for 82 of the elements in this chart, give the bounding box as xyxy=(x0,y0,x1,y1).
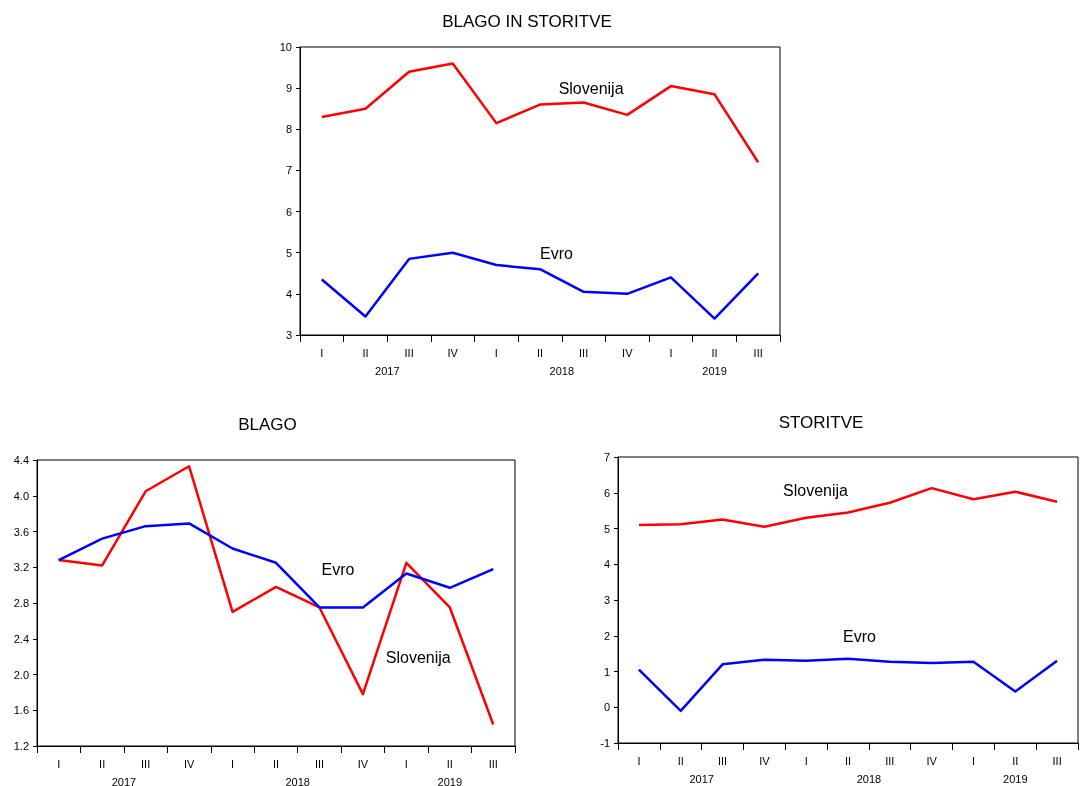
x-tick-label: II xyxy=(99,757,106,770)
x-tick-label: IV xyxy=(357,757,369,770)
text: 2018 xyxy=(856,772,882,785)
series-label: Evro xyxy=(540,244,573,262)
x-tick-label: I xyxy=(57,757,61,770)
x-tick-label: IV xyxy=(759,754,771,767)
y-tick-label: 7 xyxy=(603,451,610,463)
y-tick-label: 4 xyxy=(285,287,292,300)
text: 2017 xyxy=(689,772,714,785)
x-tick-label: II xyxy=(677,754,684,767)
y-tick-label: 8 xyxy=(285,123,292,136)
series-label: Slovenija xyxy=(558,80,624,98)
y-tick-label: 3.2 xyxy=(13,561,29,574)
x-tick-label: I xyxy=(404,757,408,770)
x-tick-label: II xyxy=(272,757,280,770)
chart-title: BLAGO xyxy=(238,415,297,434)
x-tick-label: III xyxy=(753,346,763,359)
x-tick-label: I xyxy=(320,346,324,359)
chart-title: BLAGO IN STORITVE xyxy=(442,12,612,31)
text: 2019 xyxy=(1003,772,1028,785)
x-tick-label: I xyxy=(637,754,641,767)
series-label: Evro xyxy=(843,628,876,646)
x-tick-label: II xyxy=(446,757,453,770)
x-tick-label: II xyxy=(362,346,369,359)
text: 2017 xyxy=(111,775,137,786)
y-tick-label: 9 xyxy=(285,82,292,95)
x-tick-label: III xyxy=(404,346,414,359)
x-tick-label: IV xyxy=(926,754,938,767)
x-tick-label: I xyxy=(971,754,975,767)
x-tick-label: III xyxy=(141,757,151,770)
x-tick-label: III xyxy=(579,346,589,359)
y-tick-label: 10 xyxy=(279,41,292,53)
x-tick-label: III xyxy=(314,757,325,770)
series-label: Slovenija xyxy=(783,481,849,499)
line-series xyxy=(57,465,495,726)
x-tick-label: II xyxy=(844,754,852,767)
text: 2017 xyxy=(375,364,400,377)
y-tick-label: 1 xyxy=(603,665,610,678)
line-series xyxy=(637,657,1059,713)
series-label: Evro xyxy=(321,560,355,578)
x-tick-label: IV xyxy=(447,346,459,359)
line-series xyxy=(320,62,760,164)
y-tick-label: 6 xyxy=(603,486,610,499)
y-tick-label: 5 xyxy=(285,246,292,259)
y-tick-label: 1.2 xyxy=(13,740,29,752)
y-tick-label: 1.6 xyxy=(13,704,29,717)
y-tick-label: 3 xyxy=(285,329,292,341)
text: 2019 xyxy=(437,775,463,786)
x-tick-label: III xyxy=(488,757,498,770)
series-label: Slovenija xyxy=(385,648,451,666)
x-tick-label: III xyxy=(885,754,895,767)
x-tick-label: II xyxy=(536,346,544,359)
y-tick-label: 3 xyxy=(603,594,610,606)
y-tick-label: 4 xyxy=(603,558,610,571)
x-tick-label: II xyxy=(711,346,718,359)
x-tick-label: IV xyxy=(183,757,195,770)
y-tick-label: 2 xyxy=(603,629,610,642)
text: 2019 xyxy=(702,364,727,377)
text: 2018 xyxy=(285,775,310,786)
x-tick-label: I xyxy=(494,346,498,359)
x-tick-label: I xyxy=(231,757,235,770)
y-tick-label: 2.4 xyxy=(13,632,29,645)
y-tick-label: -1 xyxy=(600,737,610,749)
x-tick-label: I xyxy=(669,346,673,359)
y-tick-label: 7 xyxy=(285,164,292,177)
y-tick-label: 6 xyxy=(285,205,292,218)
x-tick-label: II xyxy=(1012,754,1019,767)
y-tick-label: 2.0 xyxy=(13,668,29,681)
y-tick-label: 5 xyxy=(603,522,610,535)
x-tick-label: IV xyxy=(622,346,634,359)
chart-title: STORITVE xyxy=(778,413,864,432)
line-series xyxy=(637,486,1059,528)
y-tick-label: 3.6 xyxy=(13,525,29,538)
y-tick-label: 4.0 xyxy=(13,489,29,502)
x-tick-label: III xyxy=(1052,754,1062,767)
text: 2018 xyxy=(549,364,575,377)
y-tick-label: 4.4 xyxy=(13,454,29,466)
y-tick-label: 2.8 xyxy=(13,597,29,609)
y-tick-label: 0 xyxy=(603,701,610,714)
x-tick-label: I xyxy=(804,754,808,767)
x-tick-label: III xyxy=(717,754,728,767)
line-series xyxy=(57,522,495,609)
